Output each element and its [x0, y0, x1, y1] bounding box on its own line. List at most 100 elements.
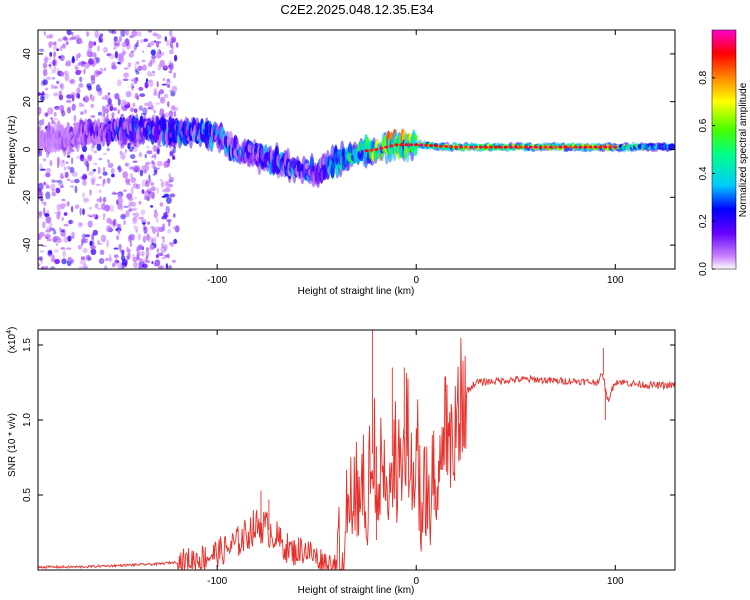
noise-blob	[120, 30, 126, 37]
x-tick-label: 0	[413, 275, 419, 286]
noise-blob	[133, 216, 137, 223]
noise-blob	[70, 92, 76, 96]
ridge-core	[439, 144, 444, 148]
noise-blob	[63, 223, 69, 227]
noise-blob	[50, 183, 56, 192]
spectrogram-x-label: Height of straight line (km)	[298, 286, 415, 297]
noise-blob	[151, 104, 154, 111]
spectrogram-y-label: Frequency (Hz)	[7, 116, 18, 185]
noise-blob	[86, 31, 90, 37]
noise-blob	[146, 71, 152, 77]
noise-blob	[96, 71, 103, 75]
noise-blob	[128, 208, 132, 212]
noise-blob	[65, 41, 69, 46]
noise-blob	[52, 45, 58, 51]
noise-blob	[71, 103, 76, 112]
figure-title: C2E2.2025.048.12.35.E34	[280, 2, 433, 17]
noise-blob	[146, 145, 150, 149]
noise-blob	[90, 176, 97, 183]
noise-blob	[53, 65, 57, 74]
noise-blob	[166, 80, 171, 84]
noise-blob	[104, 204, 111, 212]
noise-blob	[138, 105, 143, 111]
colorbar-tick-label: 0.4	[698, 166, 709, 180]
noise-blob	[78, 102, 83, 108]
noise-blob	[127, 203, 132, 209]
noise-blob	[133, 261, 138, 269]
noise-blob	[92, 229, 99, 236]
colorbar-label: Normalized spectral amplitude	[738, 82, 749, 217]
noise-blob	[163, 244, 168, 251]
noise-blob	[93, 162, 98, 165]
ridge-core	[533, 145, 538, 149]
noise-blob	[123, 72, 129, 78]
noise-blob	[69, 78, 76, 85]
noise-blob	[67, 256, 72, 262]
noise-blob	[56, 80, 60, 85]
noise-blob	[38, 107, 42, 115]
noise-blob	[96, 197, 103, 203]
noise-blob	[69, 219, 72, 225]
noise-blob	[63, 212, 68, 216]
noise-blob	[172, 156, 176, 160]
snr-spikes	[260, 330, 606, 540]
noise-blob	[168, 265, 172, 269]
ridge-core	[469, 145, 473, 149]
noise-blob	[154, 90, 157, 96]
noise-blob	[153, 166, 158, 174]
noise-blob	[140, 251, 145, 257]
noise-blob	[38, 211, 43, 217]
noise-blob	[135, 229, 138, 233]
noise-blob	[119, 249, 125, 253]
noise-blob	[58, 182, 64, 187]
noise-blob	[110, 204, 114, 213]
noise-blob	[74, 66, 79, 71]
noise-blob	[77, 70, 83, 73]
noise-blob	[147, 42, 151, 47]
noise-blob	[141, 189, 145, 194]
noise-blob	[50, 117, 53, 120]
noise-blob	[161, 236, 165, 240]
y-tick-label: 40	[22, 48, 33, 60]
noise-blob	[98, 176, 102, 179]
noise-blob	[125, 90, 132, 98]
noise-blob	[87, 155, 93, 162]
noise-blob	[99, 249, 105, 256]
noise-blob	[44, 112, 49, 117]
noise-blob	[150, 40, 154, 46]
noise-blob	[86, 163, 90, 172]
noise-blob	[71, 57, 76, 64]
noise-blob	[92, 96, 95, 102]
ridge-core	[503, 145, 508, 149]
ridge-core	[384, 145, 389, 149]
ridge-core	[603, 145, 608, 149]
noise-blob	[60, 247, 65, 250]
noise-blob	[58, 55, 62, 59]
noise-blob	[49, 33, 54, 39]
noise-blob	[126, 255, 129, 261]
y-tick-label: -40	[22, 237, 33, 252]
noise-blob	[39, 250, 45, 253]
ridge-core	[369, 148, 374, 152]
noise-blob	[130, 147, 135, 150]
noise-blob	[156, 248, 159, 252]
noise-blob	[153, 211, 158, 219]
noise-blob	[51, 254, 55, 262]
noise-blob	[94, 30, 100, 38]
ridge-core	[523, 145, 528, 149]
noise-blob	[77, 244, 83, 250]
noise-blob	[81, 175, 85, 180]
noise-blob	[169, 49, 174, 55]
noise-blob	[45, 34, 52, 39]
noise-blob	[45, 191, 51, 200]
noise-blob	[136, 94, 139, 101]
noise-blob	[52, 230, 57, 235]
ridge-core	[379, 146, 384, 150]
noise-blob	[51, 118, 54, 125]
noise-blob	[167, 158, 171, 163]
noise-blob	[168, 173, 172, 178]
noise-blob	[60, 233, 64, 237]
noise-blob	[138, 201, 142, 205]
noise-blob	[162, 239, 165, 243]
ridge-core	[444, 145, 449, 148]
